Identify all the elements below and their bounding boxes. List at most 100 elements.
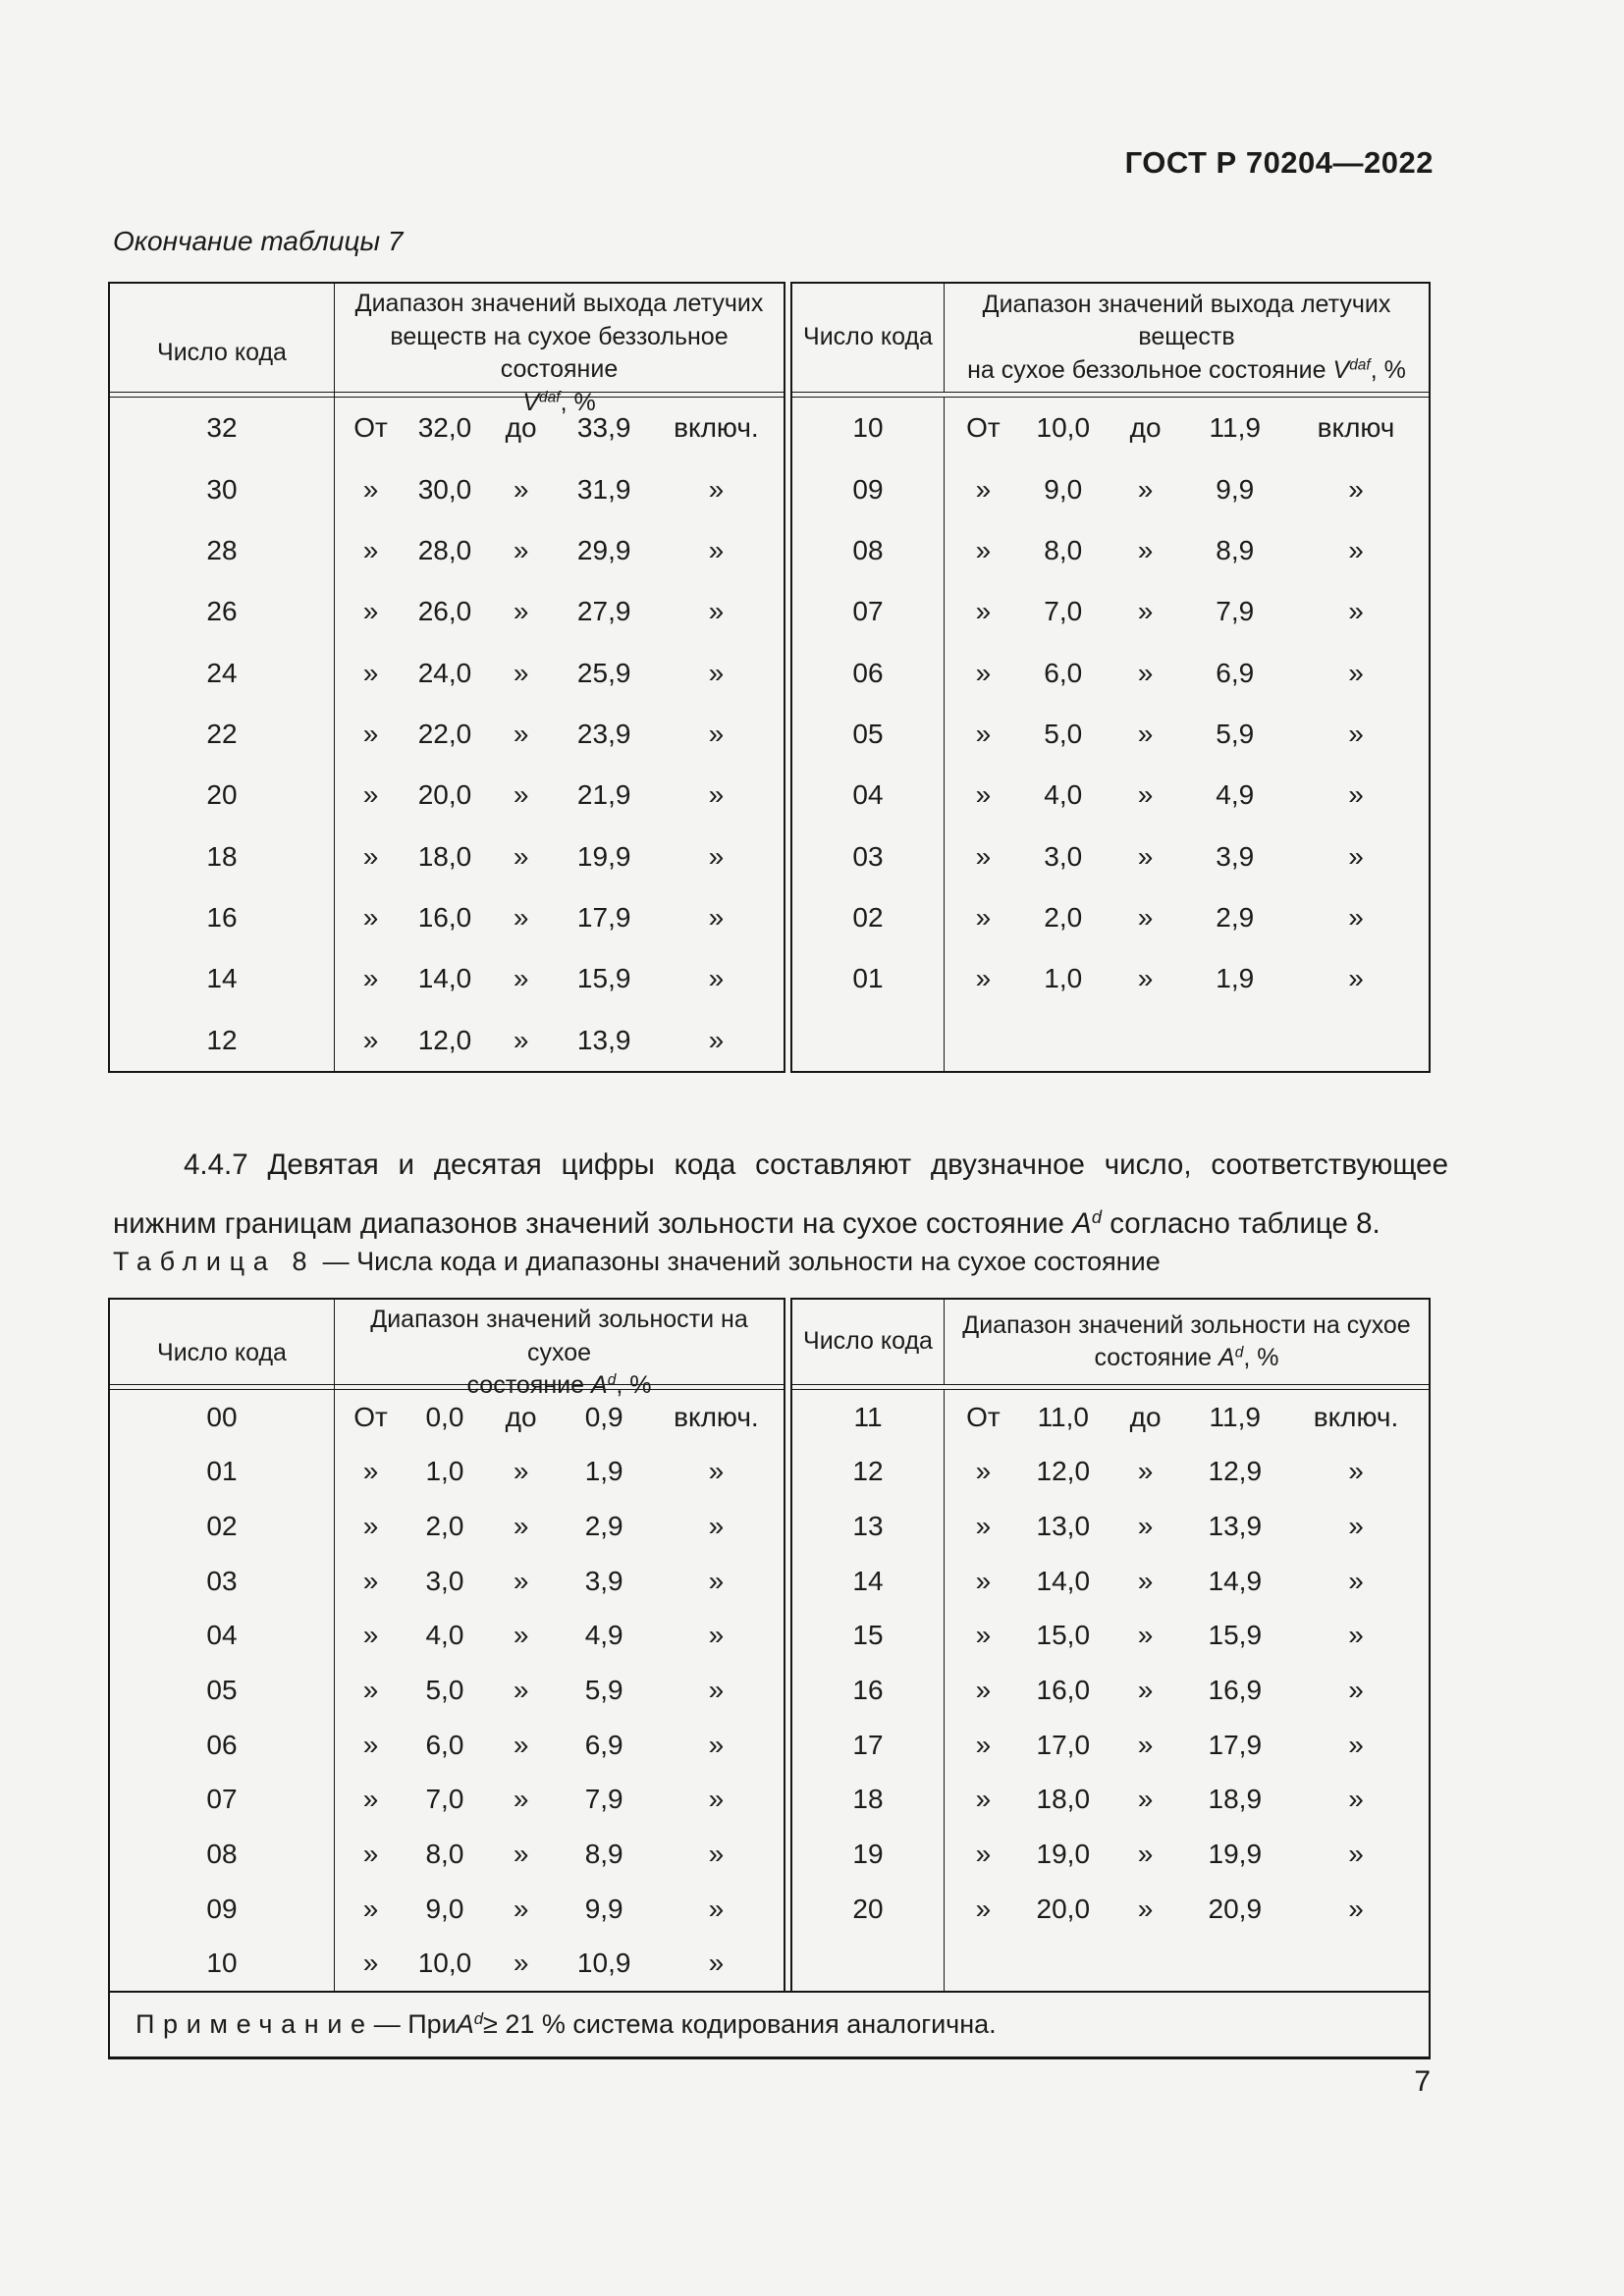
range-inclusive-word: » bbox=[708, 657, 725, 688]
range-from-word: » bbox=[362, 779, 379, 811]
range-inclusive-word: » bbox=[1348, 1456, 1364, 1487]
range-inclusive-word: » bbox=[1348, 534, 1364, 565]
range-inclusive-word: включ. bbox=[1313, 1401, 1399, 1432]
range-from-word: » bbox=[362, 1024, 379, 1055]
table-row: 06 » 6,0 » 6,9 » bbox=[110, 1717, 784, 1773]
range-to-word: » bbox=[1137, 1838, 1154, 1869]
range-from-word: От bbox=[353, 412, 388, 444]
table8: Число кода Диапазон значений зольности н… bbox=[108, 1298, 1431, 2059]
range-cell: » 9,0 » 9,9 » bbox=[945, 458, 1429, 519]
range-cell: От 0,0 до 0,9 включ. bbox=[335, 1390, 784, 1445]
range-to-word: » bbox=[513, 902, 529, 934]
range-from-value: 28,0 bbox=[417, 534, 472, 565]
range-from-value: 15,0 bbox=[1036, 1620, 1091, 1651]
range-to-word: » bbox=[1137, 1729, 1154, 1760]
range-cell: » 26,0 » 27,9 » bbox=[335, 581, 784, 642]
code-cell: 06 bbox=[110, 1717, 335, 1773]
range-inclusive-word: » bbox=[1348, 596, 1364, 627]
range-cell: » 19,0 » 19,9 » bbox=[945, 1827, 1429, 1882]
code-column-header: Число кода bbox=[792, 284, 945, 392]
table-row: 30 » 30,0 » 31,9 » bbox=[110, 458, 784, 520]
range-to-value: 5,9 bbox=[584, 1675, 623, 1706]
range-inclusive-word: » bbox=[708, 596, 725, 627]
range-cell: » 18,0 » 19,9 » bbox=[335, 827, 784, 887]
range-from-value: 4,0 bbox=[1044, 779, 1083, 811]
code-cell bbox=[792, 1009, 945, 1071]
table-row: 01 » 1,0 » 1,9 » bbox=[792, 948, 1429, 1010]
range-from-value: 7,0 bbox=[1044, 596, 1083, 627]
table-row: 03 » 3,0 » 3,9 » bbox=[792, 826, 1429, 887]
table8-right-header-row: Число кода Диапазон значений зольности н… bbox=[792, 1300, 1429, 1385]
range-inclusive-word: » bbox=[708, 1675, 725, 1706]
range-from-word: » bbox=[975, 1838, 992, 1869]
range-to-word: » bbox=[513, 1729, 529, 1760]
table8-note: Примечание — При Ad ≥ 21 % система кодир… bbox=[108, 1991, 1431, 2059]
variable-ad: Ad bbox=[1072, 1206, 1103, 1241]
table-row: 08 » 8,0 » 8,9 » bbox=[110, 1827, 784, 1882]
range-to-value: 18,9 bbox=[1208, 1784, 1263, 1815]
range-from-value: 30,0 bbox=[417, 473, 472, 505]
range-inclusive-word: » bbox=[708, 1620, 725, 1651]
code-cell: 20 bbox=[110, 765, 335, 827]
range-to-word: » bbox=[513, 963, 529, 994]
range-from-word: » bbox=[362, 1784, 379, 1815]
code-cell: 16 bbox=[792, 1663, 945, 1718]
range-from-word: » bbox=[975, 1565, 992, 1596]
range-inclusive-word: » bbox=[1348, 1784, 1364, 1815]
range-to-value: 4,9 bbox=[1216, 779, 1255, 811]
range-cell bbox=[945, 1936, 1429, 1991]
code-cell: 16 bbox=[110, 886, 335, 949]
range-inclusive-word: » bbox=[708, 1893, 725, 1924]
range-inclusive-word: » bbox=[708, 1024, 725, 1055]
range-to-value: 19,9 bbox=[576, 840, 631, 872]
page-number: 7 bbox=[1414, 2065, 1431, 2098]
range-from-word: » bbox=[362, 534, 379, 565]
code-cell: 32 bbox=[110, 398, 335, 459]
table-row: 28 » 28,0 » 29,9 » bbox=[110, 519, 784, 582]
range-to-word: » bbox=[1137, 718, 1154, 749]
range-to-value: 25,9 bbox=[576, 657, 631, 688]
code-cell: 01 bbox=[792, 948, 945, 1010]
range-to-word: до bbox=[1129, 412, 1162, 444]
range-to-value: 1,9 bbox=[1216, 963, 1255, 994]
table8-left-header-row: Число кода Диапазон значений зольности н… bbox=[110, 1300, 784, 1407]
range-inclusive-word: » bbox=[708, 1565, 725, 1596]
code-cell bbox=[792, 1936, 945, 1992]
range-from-value: 18,0 bbox=[1036, 1784, 1091, 1815]
range-to-value: 9,9 bbox=[584, 1893, 623, 1924]
table-row: 03 » 3,0 » 3,9 » bbox=[110, 1553, 784, 1609]
table-row: 08 » 8,0 » 8,9 » bbox=[792, 519, 1429, 582]
header-line: Диапазон значений выхода летучих bbox=[354, 290, 764, 317]
table7: Число кода Диапазон значений выхода лету… bbox=[108, 282, 1431, 1073]
code-cell: 14 bbox=[110, 948, 335, 1010]
range-to-value: 31,9 bbox=[576, 473, 631, 505]
range-column-header: Диапазон значений выхода летучих веществ… bbox=[945, 284, 1429, 392]
doc-header-title: ГОСТ Р 70204—2022 bbox=[1124, 145, 1434, 180]
table-row: 14 » 14,0 » 15,9 » bbox=[110, 948, 784, 1010]
range-to-value: 7,9 bbox=[584, 1784, 623, 1815]
code-cell: 19 bbox=[792, 1827, 945, 1882]
range-cell: » 12,0 » 12,9 » bbox=[945, 1445, 1429, 1500]
range-from-word: » bbox=[362, 596, 379, 627]
range-column-header: Диапазон значений выхода летучих веществ… bbox=[335, 284, 784, 423]
table-row: 06 » 6,0 » 6,9 » bbox=[792, 642, 1429, 704]
table-row: 15 » 15,0 » 15,9 » bbox=[792, 1608, 1429, 1664]
range-from-word: » bbox=[975, 1729, 992, 1760]
table7-right-body: 10 От 10,0 до 11,9 включ 09 » 9,0 » 9,9 » 08 » 8,0 » 8,9… bbox=[792, 397, 1429, 1071]
range-cell: » 18,0 » 18,9 » bbox=[945, 1772, 1429, 1827]
code-cell: 00 bbox=[110, 1390, 335, 1445]
variable-ad: Ad bbox=[456, 2008, 484, 2040]
range-cell: » 6,0 » 6,9 » bbox=[945, 642, 1429, 703]
range-to-word: » bbox=[1137, 1893, 1154, 1924]
code-cell: 20 bbox=[792, 1881, 945, 1937]
table-row: 00 От 0,0 до 0,9 включ. bbox=[110, 1390, 784, 1445]
range-to-value: 1,9 bbox=[584, 1456, 623, 1487]
range-to-word: » bbox=[1137, 1784, 1154, 1815]
range-from-value: 32,0 bbox=[417, 412, 472, 444]
range-from-word: » bbox=[362, 1893, 379, 1924]
range-inclusive-word: » bbox=[1348, 840, 1364, 872]
range-to-value: 15,9 bbox=[576, 963, 631, 994]
range-from-value: 22,0 bbox=[417, 718, 472, 749]
table7-left-body: 32 От 32,0 до 33,9 включ. 30 » 30,0 » 31,9 » 28 » 28,0… bbox=[110, 397, 784, 1071]
code-cell: 03 bbox=[110, 1553, 335, 1609]
